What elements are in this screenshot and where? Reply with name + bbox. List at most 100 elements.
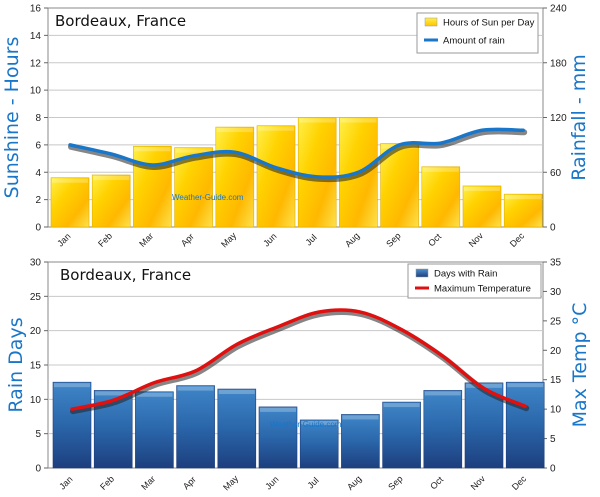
- watermark-text: Weather-Guide.com: [172, 193, 244, 202]
- bar-mar: [135, 391, 174, 469]
- month-label: Aug: [343, 231, 361, 249]
- bar-may: [217, 388, 257, 469]
- left-tick-label: 20: [30, 326, 42, 337]
- left-tick-label: 0: [35, 464, 41, 475]
- bar-highlight: [507, 383, 544, 388]
- right-tick-label: 20: [550, 346, 562, 357]
- right-tick-label: 35: [550, 258, 562, 269]
- legend-bar-label: Days with Rain: [434, 269, 497, 280]
- bar-highlight: [342, 415, 379, 420]
- month-label: Aug: [345, 474, 363, 492]
- bar-highlight: [95, 391, 132, 396]
- month-label: Jun: [261, 231, 278, 248]
- left-tick-label: 15: [30, 361, 42, 372]
- month-label: Mar: [139, 474, 157, 492]
- bar-highlight: [175, 148, 212, 153]
- legend-bar-swatch: [424, 17, 438, 27]
- bar-highlight: [177, 386, 214, 391]
- bar-highlight: [383, 403, 420, 408]
- series-line-rain: [68, 127, 525, 179]
- month-label: May: [221, 473, 240, 492]
- left-tick-label: 12: [30, 58, 42, 69]
- month-label: Jul: [305, 475, 320, 490]
- bar-highlight: [301, 420, 338, 425]
- month-label: Feb: [96, 231, 114, 249]
- bar-jun: [258, 406, 298, 469]
- bar-oct: [423, 390, 463, 469]
- bar-jan: [52, 381, 92, 469]
- right-tick-label: 0: [550, 223, 556, 234]
- right-tick-label: 10: [550, 405, 562, 416]
- month-label: Sep: [384, 231, 402, 249]
- month-label: Jan: [55, 231, 72, 248]
- month-label: Apr: [181, 474, 198, 491]
- bar-highlight: [218, 390, 255, 395]
- left-tick-label: 10: [30, 395, 42, 406]
- left-tick-label: 0: [35, 223, 41, 234]
- left-axis-label: Rain Days: [5, 317, 27, 412]
- month-label: Oct: [426, 231, 443, 248]
- right-tick-label: 240: [550, 4, 567, 15]
- bar-highlight: [422, 167, 459, 172]
- bar-jan: [50, 177, 90, 228]
- bar-oct: [421, 166, 461, 228]
- month-label: May: [219, 230, 238, 249]
- bar-jul: [299, 419, 339, 469]
- bar-sep: [382, 401, 421, 469]
- month-label: Dec: [510, 473, 529, 492]
- bar-mar: [133, 145, 172, 228]
- left-tick-label: 14: [30, 31, 42, 42]
- bar-highlight: [505, 195, 542, 200]
- left-tick-label: 30: [30, 258, 42, 269]
- left-tick-label: 6: [35, 140, 41, 151]
- bar-highlight: [258, 126, 294, 131]
- month-label: Oct: [428, 474, 445, 491]
- bar-highlight: [299, 118, 336, 123]
- right-tick-label: 60: [550, 168, 562, 179]
- month-label: Jan: [57, 474, 74, 491]
- bar-nov: [462, 185, 502, 228]
- right-tick-label: 15: [550, 375, 562, 386]
- bar-highlight: [464, 186, 500, 191]
- bar-highlight: [54, 383, 90, 388]
- month-label: Nov: [469, 473, 488, 492]
- bar-highlight: [424, 391, 461, 396]
- bar-highlight: [260, 407, 296, 412]
- bar-highlight: [136, 392, 173, 397]
- bar-highlight: [52, 178, 88, 183]
- bar-jul: [297, 117, 337, 228]
- bar-highlight: [466, 383, 502, 388]
- bar-may: [215, 126, 255, 228]
- right-tick-label: 5: [550, 434, 556, 445]
- right-axis-label: Rainfall - mm: [568, 54, 590, 181]
- right-tick-label: 30: [550, 287, 562, 298]
- month-label: Sep: [386, 474, 404, 492]
- left-tick-label: 8: [35, 113, 41, 124]
- legend-box: [407, 263, 542, 299]
- legend-line-label: Maximum Temperature: [434, 284, 531, 295]
- bar-feb: [91, 174, 131, 228]
- month-label: Feb: [98, 474, 116, 492]
- left-tick-label: 4: [35, 168, 41, 179]
- legend-bar-label: Hours of Sun per Day: [443, 18, 535, 29]
- month-label: Jun: [263, 474, 280, 491]
- month-label: Dec: [508, 230, 527, 249]
- right-tick-label: 120: [550, 113, 567, 124]
- bar-highlight: [134, 147, 171, 152]
- legend-line-label: Amount of rain: [443, 36, 505, 47]
- bar-jun: [256, 125, 296, 228]
- bar-apr: [176, 385, 215, 469]
- month-label: Mar: [137, 231, 155, 249]
- bar-highlight: [340, 118, 377, 123]
- series-line-max-temp: [70, 308, 527, 411]
- left-tick-label: 16: [30, 4, 42, 15]
- chart-title: Bordeaux, France: [55, 12, 186, 30]
- right-axis-label: Max Temp °C: [569, 303, 591, 428]
- bar-highlight: [93, 175, 130, 180]
- bar-dec: [505, 381, 545, 469]
- series-line-shadow: [68, 128, 528, 183]
- left-axis-label: Sunshine - Hours: [1, 37, 23, 199]
- chart-title: Bordeaux, France: [60, 266, 191, 284]
- legend-bar-swatch: [415, 268, 429, 278]
